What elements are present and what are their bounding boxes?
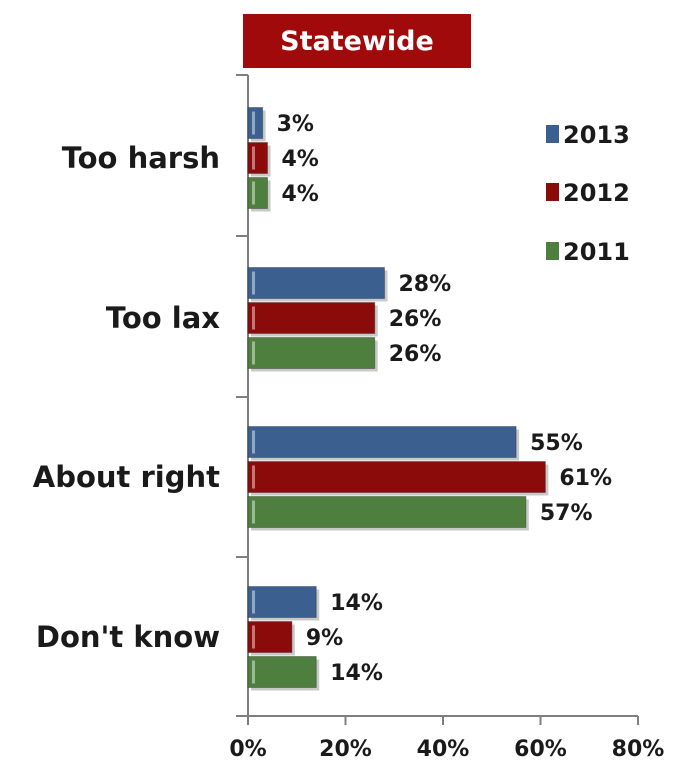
bar-highlight (252, 660, 255, 684)
category-label: About right (33, 460, 220, 494)
bar-highlight (252, 430, 255, 454)
bar-highlight (252, 271, 255, 295)
data-label: 26% (389, 342, 442, 367)
data-label: 28% (399, 272, 452, 297)
bar-highlight (252, 181, 255, 205)
bar-2013-2 (247, 426, 517, 458)
x-tick-label: 20% (319, 737, 372, 762)
bar-2013-3 (247, 586, 317, 618)
bar-2011-1 (247, 337, 376, 369)
legend-swatch (546, 242, 559, 260)
data-label: 3% (277, 112, 314, 137)
bar-highlight (252, 500, 255, 524)
bar-highlight (252, 465, 255, 489)
data-label: 55% (530, 431, 583, 456)
bar-2011-0 (247, 177, 268, 209)
bar-highlight (252, 590, 255, 614)
bar-2012-0 (247, 142, 268, 174)
data-label: 61% (559, 466, 612, 491)
bar-highlight (252, 306, 255, 330)
data-label: 57% (540, 501, 593, 526)
bar-2012-2 (247, 461, 546, 493)
bar-2013-0 (247, 107, 264, 139)
data-label: 4% (282, 147, 319, 172)
bar-2011-3 (247, 656, 317, 688)
data-label: 26% (389, 307, 442, 332)
bar-highlight (252, 111, 255, 135)
data-label: 4% (282, 182, 319, 207)
bar-2013-1 (247, 267, 385, 299)
legend-swatch (546, 183, 559, 201)
legend-label: 2011 (563, 238, 630, 266)
category-label: Too lax (106, 301, 220, 335)
data-label: 14% (330, 661, 383, 686)
legend-swatch (546, 125, 559, 143)
bar-2011-2 (247, 496, 527, 528)
x-tick-label: 80% (612, 737, 665, 762)
bar-highlight (252, 341, 255, 365)
category-label: Don't know (36, 620, 220, 654)
category-label: Too harsh (62, 141, 220, 175)
x-tick-label: 60% (514, 737, 567, 762)
legend-label: 2013 (563, 121, 630, 149)
legend-label: 2012 (563, 179, 630, 207)
bar-highlight (252, 146, 255, 170)
data-label: 14% (330, 591, 383, 616)
bar-2012-1 (247, 302, 376, 334)
bar-2012-3 (247, 621, 293, 653)
x-tick-label: 0% (229, 737, 266, 762)
x-tick-label: 40% (417, 737, 470, 762)
data-label: 9% (306, 626, 343, 651)
chart-title: Statewide (243, 14, 471, 68)
bar-highlight (252, 625, 255, 649)
